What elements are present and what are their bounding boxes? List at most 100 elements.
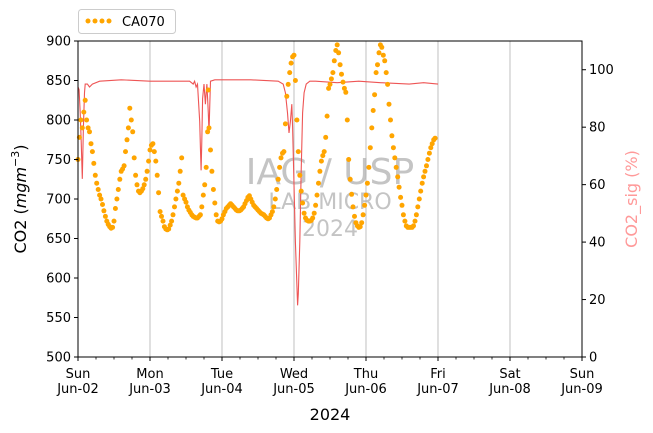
data-point (173, 196, 179, 202)
data-point (288, 60, 294, 66)
data-point (350, 204, 356, 210)
data-point (344, 117, 350, 123)
legend-marker-dot (92, 18, 98, 24)
data-point (141, 182, 147, 188)
data-point (210, 187, 216, 192)
data-point (205, 87, 211, 93)
data-point (115, 187, 121, 192)
x-tick-label-day: Sun (66, 367, 91, 382)
y-left-tick-label: 700 (46, 193, 71, 208)
data-point (337, 62, 343, 68)
signal-line (77, 79, 439, 306)
data-point (147, 147, 153, 153)
data-point (328, 76, 334, 82)
data-point (334, 42, 340, 48)
data-point (274, 187, 280, 192)
data-point (376, 50, 382, 56)
data-point (424, 163, 429, 169)
data-point (82, 97, 88, 103)
data-point (372, 92, 378, 98)
x-tick-label-date: Jun-05 (272, 382, 315, 397)
data-point (363, 192, 369, 198)
data-point (212, 200, 218, 206)
data-point (327, 81, 333, 87)
data-point (101, 208, 107, 214)
data-point (272, 196, 278, 202)
data-point (379, 44, 385, 50)
data-point (318, 158, 324, 164)
data-point (316, 180, 321, 186)
data-point (413, 212, 419, 218)
x-tick-label-date: Jun-09 (560, 382, 603, 397)
data-point (151, 149, 157, 155)
data-point (395, 174, 401, 180)
data-point (343, 89, 349, 95)
data-point (95, 187, 101, 192)
y-left-tick-label: 850 (46, 74, 71, 89)
data-point (206, 125, 212, 131)
data-point (219, 216, 225, 222)
x-tick-label-date: Jun-08 (488, 382, 531, 397)
data-point (297, 172, 303, 178)
data-point (385, 81, 391, 87)
y-right-tick-label: 40 (589, 236, 606, 251)
data-point (300, 200, 306, 206)
data-point (128, 117, 134, 123)
data-point (399, 202, 405, 208)
data-point (81, 109, 87, 115)
data-point (364, 180, 370, 186)
data-point (321, 149, 327, 155)
data-point (143, 176, 149, 182)
data-point (382, 58, 388, 64)
data-point (179, 155, 185, 161)
x-tick-label-day: Wed (280, 367, 308, 382)
data-point (393, 164, 399, 170)
data-point (200, 192, 206, 198)
y-left-tick-label: 650 (46, 232, 71, 247)
y-left-tick-label: 500 (46, 351, 71, 366)
data-point (320, 153, 326, 159)
y-left-tick-label: 750 (46, 153, 71, 168)
data-point (370, 108, 376, 113)
data-point (347, 176, 353, 182)
data-point (92, 172, 98, 178)
data-point (281, 149, 287, 155)
data-point (166, 226, 172, 232)
data-point (411, 223, 416, 229)
x-tick-label-date: Jun-02 (56, 382, 99, 397)
data-point (366, 164, 372, 170)
data-point (117, 176, 123, 182)
data-point (180, 192, 186, 198)
data-point (415, 204, 421, 210)
data-point (112, 206, 118, 211)
data-point (291, 52, 297, 58)
data-point (369, 125, 375, 131)
data-point (301, 210, 307, 216)
data-point (177, 168, 183, 174)
ca070-series (75, 42, 438, 233)
x-axis: SunJun-02MonJun-03TueJun-04WedJun-05ThuJ… (56, 357, 603, 397)
legend: CA070 (78, 9, 176, 34)
legend-marker-dot (99, 18, 105, 24)
data-point (359, 220, 365, 226)
data-point (131, 155, 137, 161)
data-point (84, 117, 90, 123)
data-point (159, 213, 164, 219)
data-point (213, 212, 219, 218)
x-tick-label-day: Thu (353, 367, 378, 382)
data-point (167, 222, 173, 228)
data-point (331, 58, 337, 64)
data-point (133, 172, 139, 178)
data-point (362, 202, 368, 208)
data-point (388, 117, 393, 123)
x-tick-label-date: Jun-03 (128, 382, 171, 397)
data-point (402, 218, 408, 224)
data-point (416, 196, 422, 202)
data-point (78, 117, 84, 123)
data-point (102, 213, 108, 219)
data-point (317, 168, 323, 174)
legend-label-ca070: CA070 (122, 15, 165, 30)
y-left-tick-label: 550 (46, 311, 71, 326)
data-point (392, 155, 398, 161)
